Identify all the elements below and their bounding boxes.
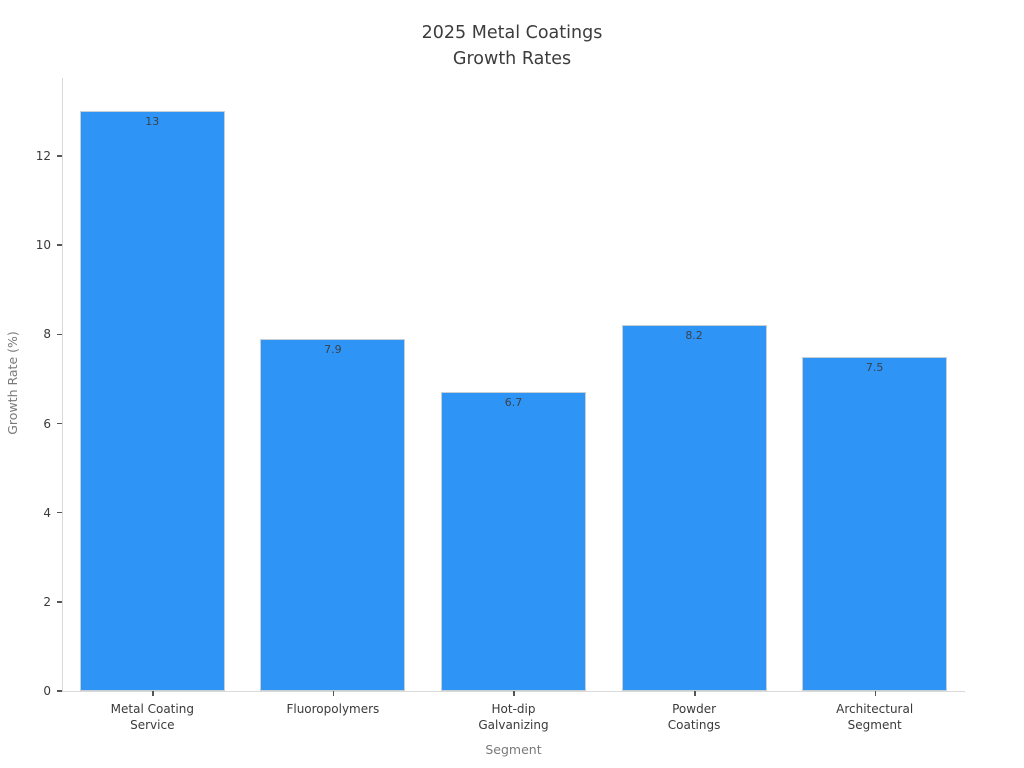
x-category-label: Architectural Segment (784, 691, 965, 733)
bar-value-label: 7.5 (865, 360, 884, 374)
x-category-label: Fluoropolymers (243, 691, 424, 733)
bar-column: 7.5 (784, 78, 965, 691)
x-tick-mark (513, 691, 515, 696)
y-tick-label: 2 (43, 594, 51, 609)
x-category-label: Metal Coating Service (62, 691, 243, 733)
x-tick-mark (694, 691, 696, 696)
x-tick-mark (332, 691, 335, 696)
y-tick-mark (57, 155, 62, 157)
y-tick: 2 (0, 594, 62, 610)
bar: 7.9 (260, 338, 406, 691)
x-category-label: Hot-dip Galvanizing (423, 691, 604, 733)
chart-title: 2025 Metal Coatings Growth Rates (421, 23, 603, 69)
y-tick-label: 0 (43, 684, 51, 698)
bar-column: 7.9 (243, 78, 424, 691)
y-tick-label: 10 (35, 238, 51, 253)
y-axis-spine (62, 78, 63, 691)
y-tick-mark (57, 511, 62, 514)
x-tick-mark (152, 691, 154, 696)
y-tick-label: 12 (35, 149, 51, 164)
plot-area: 0 2 4 6 8 10 12 13 7.9 6.7 8.2 7.5 (36, 78, 965, 698)
x-axis-title: Segment (485, 742, 542, 757)
y-tick-label: 8 (43, 327, 51, 342)
y-tick-label: 4 (43, 505, 51, 520)
y-tick: 12 (0, 148, 62, 164)
bar-value-label: 6.7 (504, 396, 523, 410)
bar: 6.7 (440, 392, 586, 691)
bar-value-label: 13 (145, 115, 160, 129)
y-tick-mark (57, 333, 62, 336)
bar-column: 13 (62, 78, 243, 691)
x-category-label: Powder Coatings (604, 691, 785, 733)
x-tick-mark (874, 691, 877, 696)
bar-value-label: 7.9 (324, 342, 342, 356)
bar-value-label: 8.2 (685, 329, 703, 343)
bar: 7.5 (802, 356, 948, 691)
bar: 8.2 (621, 325, 767, 691)
y-tick-label: 6 (43, 416, 51, 431)
y-tick: 0 (0, 683, 62, 699)
y-tick-mark (57, 422, 62, 425)
y-tick-mark (57, 244, 62, 246)
bars-container: 13 7.9 6.7 8.2 7.5 (62, 78, 965, 691)
y-axis-title: Growth Rate (%) (5, 331, 20, 435)
y-tick-mark (57, 690, 62, 692)
bar-column: 6.7 (423, 78, 604, 691)
x-axis-labels: Metal Coating Service Fluoropolymers Hot-d… (62, 691, 965, 733)
y-tick: 6 (0, 416, 62, 432)
y-tick: 4 (0, 505, 62, 521)
bar-column: 8.2 (604, 78, 785, 691)
y-tick: 10 (0, 237, 62, 253)
bar: 13 (79, 111, 225, 691)
y-tick-mark (57, 601, 62, 603)
y-tick: 8 (0, 326, 62, 342)
